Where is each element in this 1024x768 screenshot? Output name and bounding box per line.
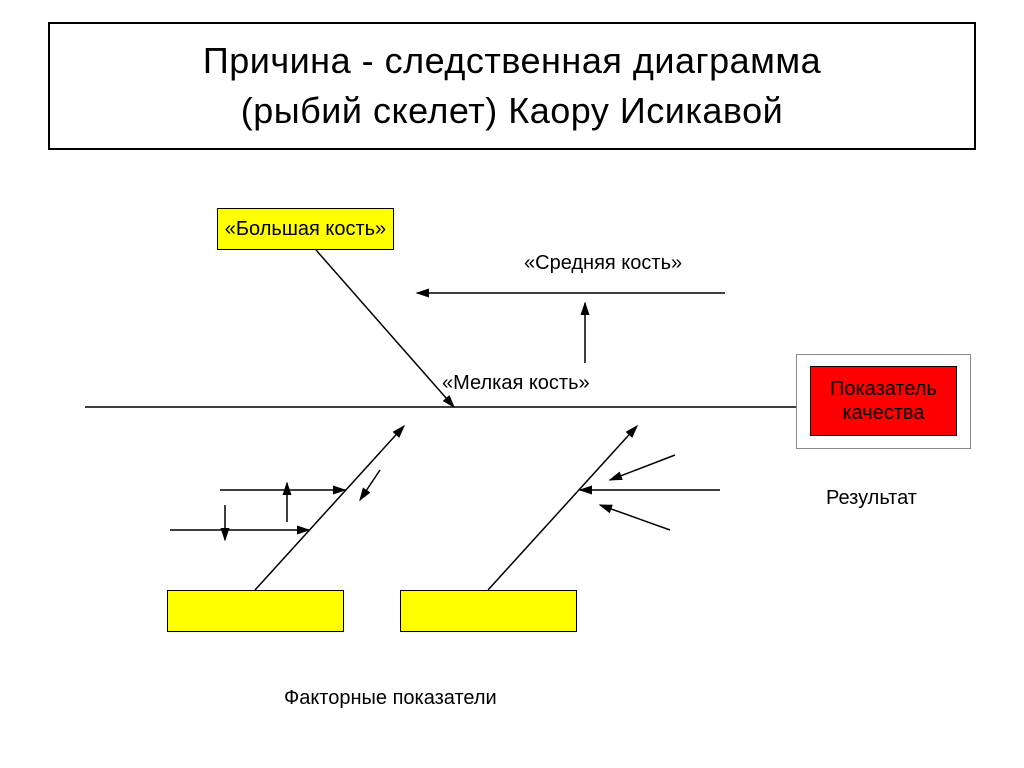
title-line-2: (рыбий скелет) Каору Исикавой — [241, 86, 784, 136]
result-line-1: Показатель — [830, 377, 937, 401]
big-bone-box: «Большая кость» — [217, 208, 394, 250]
title-box: Причина - следственная диаграмма (рыбий … — [48, 22, 976, 150]
result-inner-box: Показатель качества — [810, 366, 957, 436]
title-line-1: Причина - следственная диаграмма — [203, 36, 821, 86]
big-bone-label: «Большая кость» — [225, 218, 386, 241]
bottom-right-box — [400, 590, 577, 632]
factors-label: Факторные показатели — [284, 687, 497, 710]
medium-bone-label: «Средняя кость» — [524, 252, 682, 275]
small-bone-label: «Мелкая кость» — [442, 372, 590, 395]
result-label: Результат — [826, 487, 917, 510]
result-line-2: качества — [842, 401, 924, 425]
bottom-left-box — [167, 590, 344, 632]
